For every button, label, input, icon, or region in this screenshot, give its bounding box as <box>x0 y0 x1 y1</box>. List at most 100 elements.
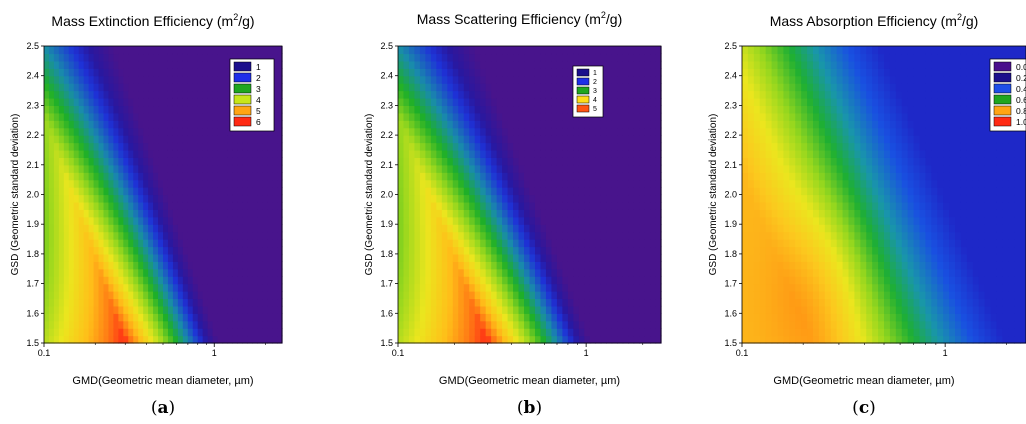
contour-cell <box>469 239 476 248</box>
contour-cell <box>534 283 542 292</box>
contour-cell <box>606 335 613 344</box>
contour-cell <box>408 172 416 181</box>
contour-cell <box>807 224 814 233</box>
contour-cell <box>872 149 879 158</box>
contour-cell <box>262 209 268 218</box>
contour-cell <box>237 53 243 62</box>
contour-cell <box>148 335 154 344</box>
contour-cell <box>759 253 767 262</box>
contour-cell <box>866 276 873 285</box>
contour-cell <box>524 305 531 314</box>
contour-cell <box>202 149 209 158</box>
contour-cell <box>650 127 657 136</box>
contour-cell <box>458 328 465 337</box>
contour-cell <box>872 313 879 322</box>
contour-cell <box>267 172 273 181</box>
contour-cell <box>398 313 405 322</box>
contour-cell <box>68 135 75 144</box>
contour-cell <box>436 276 443 285</box>
contour-cell <box>128 283 134 292</box>
contour-cell <box>529 253 536 262</box>
contour-cell <box>771 268 779 277</box>
contour-cell <box>860 127 867 136</box>
contour-cell <box>88 261 95 270</box>
contour-cell <box>578 135 585 144</box>
contour-cell <box>801 231 808 240</box>
contour-cell <box>644 105 651 114</box>
contour-cell <box>562 68 569 77</box>
contour-cell <box>93 97 100 107</box>
contour-cell <box>53 127 60 136</box>
contour-cell <box>830 157 838 166</box>
contour-cell <box>242 328 248 337</box>
contour-cell <box>480 209 487 218</box>
contour-cell <box>187 320 194 329</box>
contour-cell <box>884 335 891 344</box>
contour-cell <box>103 216 110 225</box>
contour-cell <box>272 276 278 285</box>
contour-cell <box>513 127 520 136</box>
contour-cell <box>414 231 421 240</box>
contour-cell <box>63 83 70 92</box>
contour-cell <box>187 68 194 77</box>
contour-cell <box>795 298 802 307</box>
contour-cell <box>650 268 657 277</box>
contour-cell <box>562 224 569 233</box>
contour-cell <box>573 268 580 277</box>
contour-cell <box>222 68 229 77</box>
contour-cell <box>103 291 110 300</box>
contour-cell <box>765 194 773 203</box>
contour-cell <box>860 53 867 62</box>
contour-cell <box>807 97 814 107</box>
contour-cell <box>192 142 199 151</box>
contour-cell <box>633 261 640 270</box>
contour-cell <box>447 120 454 129</box>
contour-cell <box>496 276 503 285</box>
contour-cell <box>68 157 75 166</box>
contour-cell <box>133 224 139 233</box>
contour-cell <box>458 335 465 344</box>
contour-cell <box>430 216 437 225</box>
contour-cell <box>192 97 199 107</box>
contour-cell <box>436 253 443 262</box>
contour-cell <box>795 320 802 329</box>
contour-cell <box>824 239 832 248</box>
contour-cell <box>529 246 536 255</box>
contour-cell <box>458 164 465 173</box>
contour-cell <box>562 105 569 114</box>
contour-cell <box>452 216 459 225</box>
contour-cell <box>529 105 536 114</box>
contour-cell <box>182 209 189 218</box>
contour-cell <box>529 97 536 107</box>
contour-cell <box>600 209 607 218</box>
contour-cell <box>202 164 209 173</box>
contour-cell <box>518 194 525 203</box>
contour-cell <box>742 291 749 300</box>
contour-cell <box>212 328 219 337</box>
contour-cell <box>262 201 268 210</box>
contour-cell <box>202 283 209 292</box>
contour-cell <box>878 239 885 248</box>
contour-cell <box>807 83 814 92</box>
contour-cell <box>207 127 214 136</box>
contour-cell <box>44 328 50 337</box>
contour-cell <box>123 209 129 218</box>
contour-cell <box>73 83 80 92</box>
contour-cell <box>534 75 542 84</box>
contour-cell <box>242 209 248 218</box>
contour-cell <box>88 320 95 329</box>
contour-cell <box>452 135 459 144</box>
contour-cell <box>551 328 558 337</box>
contour-cell <box>807 298 814 307</box>
contour-cell <box>469 90 476 99</box>
contour-cell <box>584 164 591 173</box>
contour-cell <box>578 157 585 166</box>
contour-cell <box>789 216 796 225</box>
contour-cell <box>589 201 596 210</box>
contour-cell <box>68 179 75 188</box>
contour-cell <box>88 46 95 55</box>
contour-cell <box>53 68 60 77</box>
contour-cell <box>447 246 454 255</box>
contour-cell <box>830 268 838 277</box>
contour-cell <box>617 68 624 77</box>
